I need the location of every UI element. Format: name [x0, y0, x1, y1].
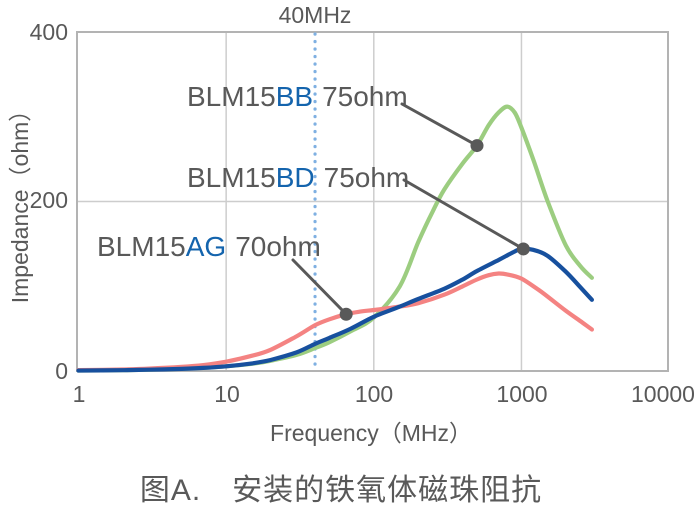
- callout-line-blm15ag: [291, 258, 348, 316]
- legend-blm15ag: BLM15AG 70ohm: [97, 231, 321, 263]
- legend-blm15bd-prefix: BLM15: [187, 162, 276, 193]
- legend-blm15bd: BLM15BD 75ohm: [187, 162, 409, 194]
- figure-caption: 图A. 安装的铁氧体磁珠阻抗: [139, 474, 543, 507]
- x-tick-10000: 10000: [631, 381, 694, 407]
- legend-blm15bb-value: 75ohm: [322, 81, 408, 112]
- marker-40mhz-label: 40MHz: [278, 2, 352, 28]
- legend-blm15bd-value: 75ohm: [323, 162, 410, 193]
- legend-blm15bb-prefix: BLM15: [187, 81, 276, 112]
- callout-dot-blm15bb: [470, 139, 484, 153]
- y-axis-title: Impedance（ohm）: [7, 98, 33, 304]
- callout-dot-blm15bd: [516, 242, 530, 256]
- legend-blm15ag-code: AG: [185, 231, 227, 262]
- y-tick-200: 200: [29, 187, 68, 213]
- curve-blm15bd: [76, 246, 594, 373]
- legend-blm15ag-value: 70ohm: [235, 231, 321, 262]
- legend-blm15bb: BLM15BB 75ohm: [187, 81, 408, 113]
- legend-blm15bb-code: BB: [275, 81, 314, 112]
- x-tick-1: 1: [72, 381, 86, 407]
- y-tick-400: 400: [29, 19, 68, 45]
- legend-blm15bd-code: BD: [275, 162, 315, 193]
- callout-dot-blm15ag: [339, 307, 353, 321]
- y-tick-0: 0: [55, 358, 68, 384]
- callout-line-blm15bd: [402, 178, 525, 251]
- callout-line-blm15bb: [400, 102, 479, 148]
- curve-blm15ag: [76, 271, 594, 373]
- x-axis-title: Frequency（MHz）: [270, 420, 472, 446]
- legend-blm15ag-prefix: BLM15: [97, 231, 186, 262]
- plot-border: [76, 31, 669, 372]
- x-tick-100: 100: [354, 381, 394, 407]
- x-tick-10: 10: [214, 381, 240, 407]
- x-tick-1000: 1000: [496, 381, 548, 407]
